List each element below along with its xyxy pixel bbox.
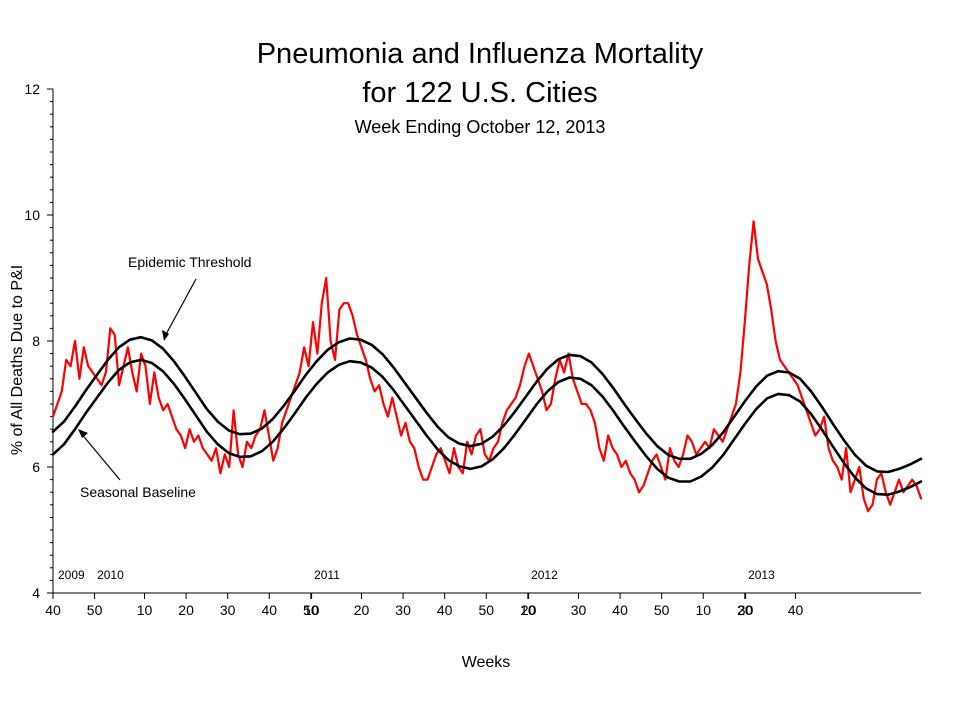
epidemic-threshold-arrow bbox=[163, 278, 197, 339]
x-tick-label: 10 bbox=[304, 602, 320, 618]
x-tick-label: 30 bbox=[571, 602, 587, 618]
chart-title: Pneumonia and Influenza Mortality bbox=[256, 38, 704, 70]
x-tick-label: 40 bbox=[261, 602, 277, 618]
y-major-ticks bbox=[47, 88, 53, 594]
x-tick-label: 30 bbox=[395, 602, 411, 618]
x-tick-label: 50 bbox=[478, 602, 494, 618]
year-label: 2011 bbox=[314, 568, 340, 582]
chart-subtitle: Week Ending October 12, 2013 bbox=[354, 117, 606, 137]
y-tick-label: 8 bbox=[32, 333, 40, 349]
year-label: 2012 bbox=[531, 568, 558, 582]
series-lines bbox=[51, 220, 923, 513]
seasonal-baseline-arrowhead bbox=[78, 429, 88, 438]
x-tick-label: 30 bbox=[738, 602, 754, 618]
seasonal-baseline-arrow bbox=[79, 431, 121, 481]
seasonal-baseline-label: Seasonal Baseline bbox=[80, 484, 196, 500]
x-tick-label: 10 bbox=[695, 602, 711, 618]
chart-title-line2: for 122 U.S. Cities bbox=[362, 77, 598, 109]
seasonal-baseline-line bbox=[51, 358, 923, 497]
x-axis-title: Weeks bbox=[462, 654, 511, 671]
y-tick-label: 6 bbox=[32, 459, 40, 475]
y-tick-label: 12 bbox=[24, 81, 40, 97]
x-tick-label: 20 bbox=[737, 602, 753, 618]
x-tick-label: 40 bbox=[612, 602, 628, 618]
x-tick-label: 50 bbox=[303, 602, 319, 618]
x-tick-label: 20 bbox=[178, 602, 194, 618]
year-label: 2010 bbox=[97, 568, 124, 582]
y-tick-labels: 4 6 8 10 12 bbox=[24, 81, 40, 601]
year-labels: 2009 2010 2011 2012 2013 bbox=[58, 568, 775, 582]
x-tick-label: 10 bbox=[137, 602, 153, 618]
x-tick-label: 20 bbox=[521, 602, 537, 618]
pi-mortality-line bbox=[51, 220, 923, 513]
year-label: 2009 bbox=[58, 568, 85, 582]
x-ticks bbox=[52, 593, 796, 599]
epidemic-threshold-line bbox=[51, 335, 923, 474]
y-axis-title: % of All Deaths Due to P&I bbox=[9, 265, 26, 455]
x-tick-label: 50 bbox=[87, 602, 103, 618]
x-tick-label: 40 bbox=[437, 602, 453, 618]
y-tick-label: 10 bbox=[24, 207, 40, 223]
x-tick-label: 40 bbox=[45, 602, 61, 618]
x-tick-label: 30 bbox=[220, 602, 236, 618]
x-tick-label: 50 bbox=[654, 602, 670, 618]
x-tick-label: 40 bbox=[788, 602, 804, 618]
x-tick-label: 20 bbox=[354, 602, 370, 618]
epidemic-threshold-arrowhead bbox=[162, 330, 169, 341]
year-label: 2013 bbox=[748, 568, 775, 582]
y-tick-label: 4 bbox=[32, 585, 40, 601]
epidemic-threshold-label: Epidemic Threshold bbox=[128, 254, 251, 270]
x-tick-label: 10 bbox=[520, 602, 536, 618]
